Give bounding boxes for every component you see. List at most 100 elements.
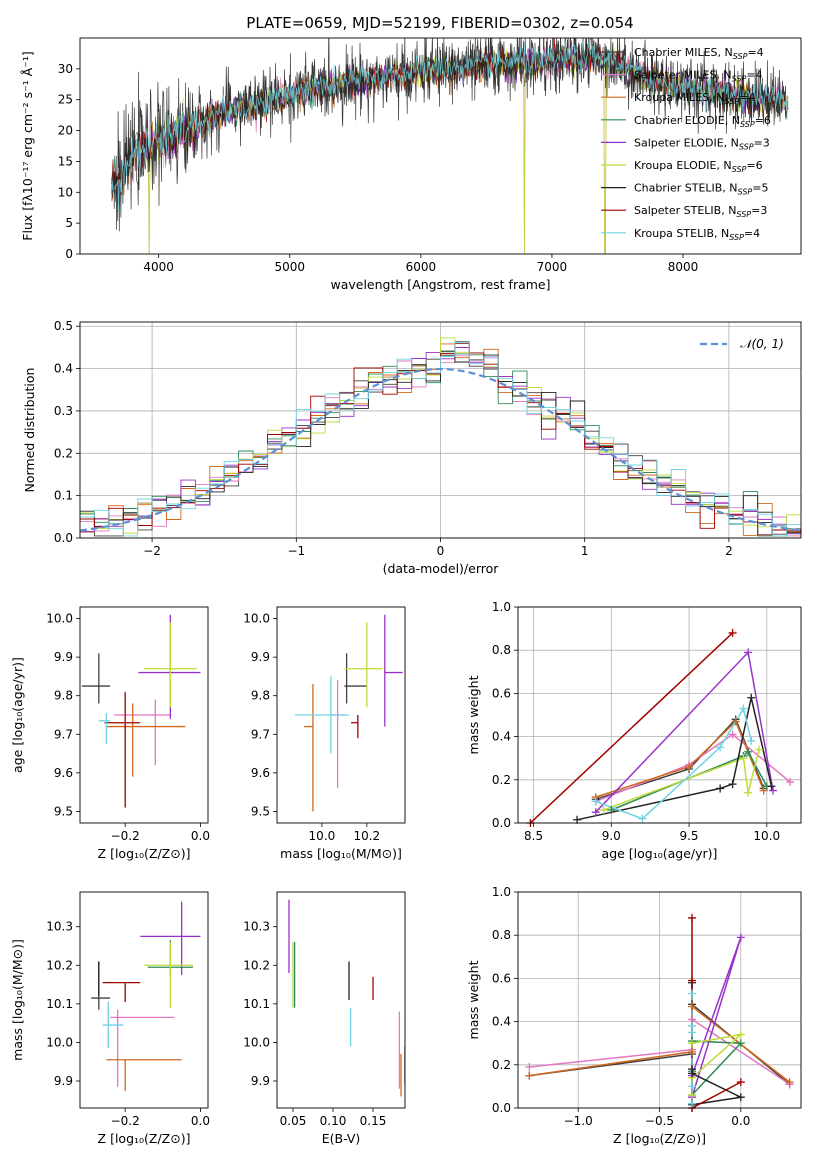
weight-marker <box>688 989 697 998</box>
x-tick-label: 10.0 <box>309 829 336 843</box>
y-tick-label: 10.2 <box>243 958 270 972</box>
axes-frame <box>79 606 209 824</box>
legend-label-subscript: SSP <box>732 75 747 84</box>
massweight-vs-age-panel: 8.5 9.0 9.5 10.0 0.0 0.2 0.4 0.6 0.8 1.0 age [log₁… <box>466 600 802 861</box>
y-tick-label: 9.6 <box>54 766 73 780</box>
legend-label: Chabrier ELODIE, NSSP=6 <box>634 114 771 129</box>
x-tick-label: 9.5 <box>679 829 698 843</box>
legend-label: Chabrier MILES, NSSP=4 <box>634 46 764 61</box>
legend-label-subscript: SSP <box>740 120 755 129</box>
axes-frame <box>79 891 209 1109</box>
legend-label: Salpeter MILES, NSSP=4 <box>634 69 763 84</box>
weight-marker <box>744 747 753 756</box>
legend-label: Salpeter STELIB, NSSP=3 <box>634 204 767 219</box>
weight-marker <box>525 1062 534 1071</box>
y-tick-label: 1.0 <box>492 600 511 614</box>
weight-marker <box>736 933 745 942</box>
weight-marker <box>736 1039 745 1048</box>
plot-area <box>81 614 201 808</box>
weight-marker <box>638 814 647 823</box>
plot-area <box>111 38 789 254</box>
legend-label-end: =6 <box>755 114 771 127</box>
legend-label-subscript: SSP <box>733 52 748 61</box>
weight-line <box>691 917 742 1108</box>
gaussian-curve <box>80 367 801 532</box>
weight-marker <box>716 743 725 752</box>
legend-label-subscript: SSP <box>729 233 744 242</box>
weight-marker <box>716 784 725 793</box>
y-tick-label: 9.7 <box>54 727 73 741</box>
legend-label-end: =4 <box>739 91 755 104</box>
x-tick-label: 5000 <box>274 260 305 274</box>
y-tick-label: 0.8 <box>492 643 511 657</box>
weight-marker <box>688 913 697 922</box>
y-tick-label: 25 <box>58 93 73 107</box>
x-tick-label: 1 <box>581 544 589 558</box>
legend-label: 𝒩(0, 1) <box>740 337 784 351</box>
weight-marker <box>759 786 768 795</box>
y-tick-label: 10.0 <box>243 1035 270 1049</box>
weight-marker <box>755 745 764 754</box>
weight-line <box>691 1040 743 1097</box>
x-tick-label: 4000 <box>143 260 174 274</box>
weight-line <box>691 937 742 1098</box>
weight-marker <box>747 736 756 745</box>
legend-label-main: Chabrier ELODIE, N <box>634 114 740 127</box>
legend-label-subscript: SSP <box>724 97 739 106</box>
y-tick-label: 10.2 <box>46 958 73 972</box>
figure-title: PLATE=0659, MJD=52199, FIBERID=0302, z=0… <box>246 14 633 32</box>
y-tick-label: 10.1 <box>243 997 270 1011</box>
legend-label-main: Salpeter MILES, N <box>634 69 732 82</box>
plot-area <box>529 632 791 823</box>
weight-line <box>595 733 791 803</box>
axes-frame <box>79 321 802 539</box>
y-tick-label: 0.8 <box>492 928 511 942</box>
y-tick-label: 9.6 <box>251 766 270 780</box>
weight-marker <box>744 788 753 797</box>
x-tick-label: 8.5 <box>524 829 543 843</box>
y-tick-label: 1.0 <box>492 885 511 899</box>
y-tick-label: 9.9 <box>251 1074 270 1088</box>
weight-marker <box>688 1039 697 1048</box>
x-tick-label: 6000 <box>406 260 437 274</box>
y-tick-label: 0.1 <box>54 489 73 503</box>
y-tick-label: 10.1 <box>46 997 73 1011</box>
x-tick-label: 0.10 <box>320 1114 347 1128</box>
x-tick-label: −1 <box>287 544 305 558</box>
weight-marker <box>591 797 600 806</box>
x-axis-label: E(B-V) <box>322 1131 361 1146</box>
x-tick-label: 7000 <box>537 260 568 274</box>
y-tick-label: 9.9 <box>54 650 73 664</box>
histogram-series <box>80 342 801 536</box>
weight-marker <box>591 808 600 817</box>
plot-area <box>288 899 405 1097</box>
legend-label: Salpeter ELODIE, NSSP=3 <box>634 136 770 151</box>
legend-label-end: =6 <box>746 159 762 172</box>
y-tick-label: 0.0 <box>492 816 511 830</box>
weight-marker <box>747 693 756 702</box>
x-tick-label: 0.15 <box>360 1114 387 1128</box>
legend-label-subscript: SSP <box>738 188 753 197</box>
x-tick-label: 0.0 <box>191 1114 210 1128</box>
y-tick-label: 9.5 <box>251 804 270 818</box>
y-tick-label: 10.0 <box>46 612 73 626</box>
weight-marker <box>688 976 697 985</box>
y-tick-label: 0.6 <box>492 971 511 985</box>
massweight-vs-metallicity-panel: −1.0 −0.5 0.0 0.0 0.2 0.4 0.6 0.8 1.0 Z [log₁₀(Z/… <box>466 885 802 1146</box>
y-axis-label: Flux [fλ10⁻¹⁷ erg cm⁻² s⁻¹ Å⁻¹] <box>20 51 35 240</box>
legend-label: Chabrier STELIB, NSSP=5 <box>634 182 768 197</box>
legend-label-main: Kroupa STELIB, N <box>634 227 729 240</box>
legend-label-end: =4 <box>744 227 760 240</box>
y-axis-label: mass weight <box>466 960 481 1039</box>
x-tick-label: −2 <box>143 544 161 558</box>
y-axis-label: mass [log₁₀(M/M⊙)] <box>10 939 25 1061</box>
x-tick-label: −0.5 <box>645 1114 674 1128</box>
legend-label-end: =4 <box>746 69 762 82</box>
x-axis-label: Z [log₁₀(Z/Z⊙)] <box>98 846 191 861</box>
plot-area <box>91 901 201 1091</box>
weight-marker <box>688 1091 697 1100</box>
y-tick-label: 10.0 <box>46 1035 73 1049</box>
x-tick-label: −1.0 <box>564 1114 593 1128</box>
residuals-panel: −2 −1 0 1 2 0.0 0.1 0.2 0.3 0.4 0.5 (data-model)/er… <box>22 319 802 576</box>
